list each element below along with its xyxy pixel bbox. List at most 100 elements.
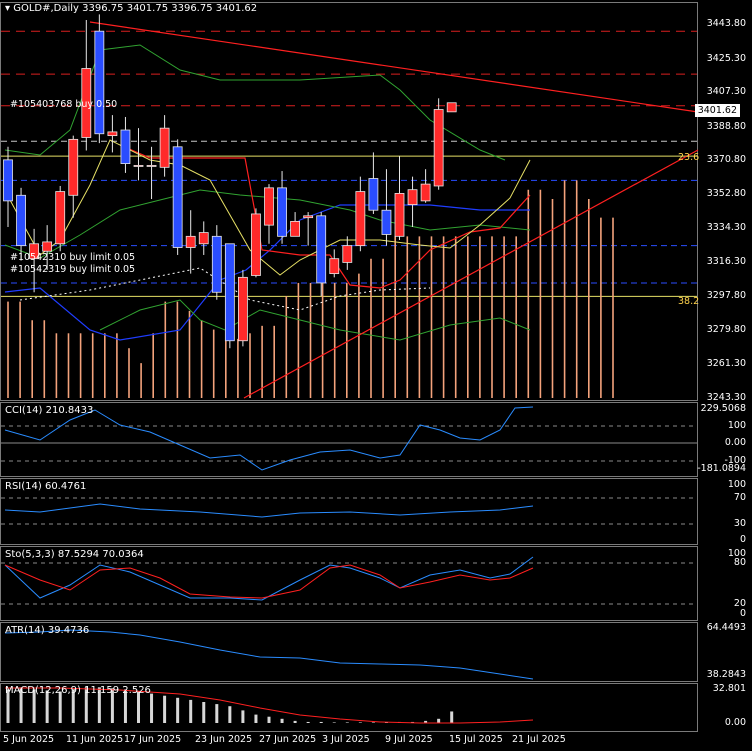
candle: [198, 221, 209, 255]
candle-body: [185, 235, 196, 248]
candle: [342, 236, 353, 270]
date-axis-tick: 17 Jun 2025: [124, 734, 182, 745]
candle: [407, 176, 418, 227]
candle: [120, 116, 131, 173]
cci-axis-tick: 229.5068: [700, 403, 746, 414]
candle-body: [224, 243, 235, 342]
candle-body: [446, 102, 457, 113]
candle-body: [251, 213, 261, 276]
candle-body: [211, 235, 222, 293]
dropdown-icon[interactable]: ▾: [5, 3, 11, 14]
cci-axis-tick: 0.00: [724, 437, 746, 448]
fib-label-236: 23.6: [678, 152, 700, 163]
date-axis-tick: 27 Jun 2025: [259, 734, 317, 745]
candle-body: [381, 209, 392, 235]
candle-body: [172, 146, 183, 248]
candle-body: [237, 276, 248, 342]
price-axis-tick: 3297.80: [706, 290, 746, 302]
rsi-axis-tick: 70: [733, 492, 746, 503]
cci-axis-tick: 100: [727, 420, 746, 431]
candle-body: [290, 221, 301, 237]
ascending-trendline: [243, 149, 699, 399]
atr-label: ATR(14) 39.4736: [5, 625, 90, 636]
candle: [81, 20, 92, 151]
candle: [107, 115, 118, 153]
rsi-axis-tick: 100: [727, 479, 746, 490]
date-axis-tick: 9 Jul 2025: [385, 734, 433, 745]
candle: [446, 102, 457, 113]
price-axis-tick: 3334.30: [706, 222, 746, 234]
yellow-tenkan-line: [9, 139, 531, 276]
candle-body: [303, 215, 314, 219]
white-dotted-span: [19, 267, 431, 311]
candle: [355, 176, 366, 252]
candle-body: [16, 194, 26, 247]
sto-axis-tick: 80: [733, 557, 746, 568]
candle: [3, 146, 13, 227]
price-axis-tick: 3443.80: [706, 18, 746, 30]
order-label-3[interactable]: #10542319 buy limit 0.05: [10, 264, 136, 275]
candle: [146, 146, 157, 200]
price-axis-tick: 3388.80: [706, 120, 746, 132]
descending-trendline: [89, 21, 699, 113]
candle-body: [394, 193, 405, 237]
candle-body: [420, 183, 431, 202]
rsi-axis-tick: 30: [733, 518, 746, 529]
symbol-timeframe: GOLD#,Daily: [13, 3, 79, 14]
candle: [394, 156, 405, 241]
price-axis-tick: 3261.30: [706, 358, 746, 370]
date-axis-tick: 3 Jul 2025: [322, 734, 370, 745]
date-axis-tick: 23 Jun 2025: [195, 734, 253, 745]
candle-body: [342, 245, 353, 263]
sto-axis-tick: 100: [727, 548, 746, 559]
order-label-1[interactable]: #105403768 buy 0.50: [10, 99, 118, 110]
candle-body: [94, 30, 105, 135]
macd-axis-tick: 32.801: [712, 683, 746, 694]
candle: [172, 139, 183, 255]
candle: [381, 169, 392, 246]
candle-body: [159, 127, 170, 168]
price-axis-tick: 3370.80: [706, 154, 746, 166]
candle: [433, 98, 444, 190]
price-axis-tick: 3352.80: [706, 187, 746, 199]
macd-axis-tick: 0.00: [724, 717, 746, 728]
green-band-upper: [4, 44, 506, 161]
pane-border-3: [0, 546, 698, 621]
candle-body: [264, 187, 274, 226]
atr-line: [4, 629, 534, 680]
candle: [290, 212, 301, 237]
date-axis-tick: 15 Jul 2025: [449, 734, 503, 745]
atr-axis-tick: 64.4493: [706, 622, 746, 633]
sto-axis-tick: 0: [739, 608, 746, 619]
candle: [94, 14, 105, 144]
price-axis-tick: 3243.30: [706, 392, 746, 403]
pane-border-2: [0, 478, 698, 545]
candle-body: [407, 189, 418, 206]
candle: [55, 185, 66, 252]
candle-body: [3, 159, 13, 202]
pane-border-0: [0, 2, 698, 401]
candle-body: [68, 138, 79, 196]
candle-body: [29, 243, 40, 260]
green-band-lower: [99, 299, 531, 341]
candle-body: [368, 178, 379, 211]
candle: [68, 135, 79, 218]
red-kijun-line: [119, 144, 531, 289]
order-label-2[interactable]: #10542310 buy limit 0.05: [10, 252, 136, 263]
candle-body: [133, 165, 144, 167]
sto-axis-tick: 20: [733, 598, 746, 609]
pane-border-4: [0, 622, 698, 682]
candle: [329, 249, 340, 278]
green-band-mid: [4, 189, 531, 259]
candle: [29, 228, 40, 293]
fib-label-382: 38.2: [678, 296, 700, 307]
candle-body: [329, 258, 340, 275]
candle: [303, 212, 314, 246]
macd-label: MACD(12,26,9) 11.159 2.526: [5, 685, 151, 696]
rsi-line: [4, 503, 534, 518]
candle-body: [120, 129, 131, 164]
rsi-axis-tick: 0: [739, 534, 746, 545]
candle-body: [316, 215, 327, 284]
